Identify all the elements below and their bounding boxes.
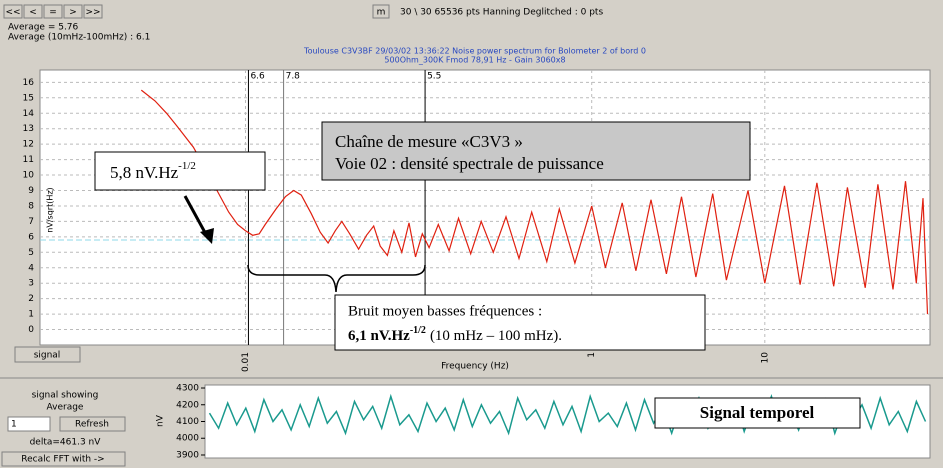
y-tick-label: 8: [28, 201, 34, 211]
x-tick-label: 1: [587, 352, 597, 358]
y-tick-label: 3900: [176, 450, 199, 460]
x-axis-label: Frequency (Hz): [441, 362, 509, 372]
chain-line1: Chaîne de mesure «C3V3 »: [335, 132, 523, 151]
average-band: Average (10mHz-100mHz) : 6.1: [8, 33, 150, 43]
signal-box: [654, 397, 861, 429]
y-tick-label: 5: [28, 248, 34, 258]
y-tick-label: 4: [28, 263, 34, 273]
noise-range: (10 mHz – 100 mHz).: [430, 328, 562, 344]
spectrum-line: [140, 89, 929, 315]
mode: Average: [47, 403, 84, 413]
y-tick-label: 15: [23, 93, 34, 103]
nav-button[interactable]: [83, 4, 103, 19]
signal-button-label[interactable]: signal: [34, 351, 61, 361]
brace: [247, 264, 426, 293]
refresh-label[interactable]: Refresh: [75, 420, 109, 430]
average: Average = 5.76: [8, 23, 79, 33]
y-tick-label: 11: [23, 155, 34, 165]
noise-sup: -1/2: [410, 325, 426, 336]
x-tick-label: 10: [760, 352, 770, 364]
nav-button[interactable]: [3, 4, 23, 19]
cursor-label: 5.5: [427, 72, 441, 82]
noise-line2: 6,1 nV.Hz-1/2 (10 mHz – 100 mHz).: [348, 325, 562, 344]
chain-box: [321, 121, 751, 181]
level-value: 5,8 nV.Hz: [110, 163, 179, 182]
showing: signal showing: [32, 391, 99, 401]
signal-button[interactable]: [14, 346, 81, 363]
nav-button[interactable]: [23, 4, 43, 19]
y-tick-label: 1: [28, 310, 34, 320]
chart-subtitle: 500Ohm_300K Fmod 78,91 Hz - Gain 3060x8: [384, 56, 565, 65]
y-tick-label: 4000: [176, 434, 199, 444]
chart-title: Toulouse C3V3BF 29/03/02 13:36:22 Noise …: [303, 47, 646, 56]
y-tick-label: 4200: [176, 400, 199, 410]
y-tick-label: 13: [23, 124, 34, 134]
m-button-label[interactable]: m: [377, 8, 386, 18]
delta: delta=461.3 nV: [30, 438, 102, 448]
nav-button[interactable]: [63, 4, 83, 19]
level-text: 5,8 nV.Hz-1/2: [110, 160, 196, 182]
y-tick-label: 7: [28, 217, 34, 227]
toolbar: << < = > >> m: [3, 4, 390, 19]
y-tick-label: 16: [23, 78, 35, 88]
y-tick-label: 3: [28, 279, 34, 289]
m-button[interactable]: [372, 4, 390, 19]
input[interactable]: [7, 416, 51, 432]
input-value[interactable]: 1: [11, 420, 17, 430]
y-tick-label: 12: [23, 140, 34, 150]
noise-value: 6,1 nV.Hz: [348, 328, 410, 344]
recalc-label[interactable]: Recalc FFT with ->: [21, 455, 104, 465]
y-tick-label: 9: [28, 186, 34, 196]
signal-y-label: nV: [156, 414, 166, 427]
recalc-button[interactable]: [1, 451, 126, 467]
y-tick-label: 6: [28, 232, 34, 242]
refresh-button[interactable]: [59, 416, 126, 432]
cursor-label: 6.6: [250, 72, 265, 82]
noise-line1: Bruit moyen basses fréquences :: [348, 303, 542, 319]
level-box: [94, 151, 266, 191]
chain-line2: Voie 02 : densité spectrale de puissance: [335, 154, 604, 173]
x-tick-label: 0.01: [241, 352, 251, 372]
arrow-head: [200, 228, 214, 244]
nav-button-label[interactable]: <<: [5, 8, 20, 18]
y-tick-label: 10: [23, 171, 35, 181]
y-tick-label: 4300: [176, 384, 199, 394]
signal-box-text: Signal temporel: [700, 403, 815, 422]
nav-button-label[interactable]: >: [69, 8, 77, 18]
y-tick-label: 0: [28, 325, 34, 335]
nav-button-label[interactable]: >>: [85, 8, 100, 18]
y-tick-label: 4100: [176, 417, 199, 427]
y-axis-label: nV/sqrt(Hz): [46, 187, 55, 232]
nav-button[interactable]: [43, 4, 63, 19]
nav-button-label[interactable]: =: [49, 8, 57, 18]
y-tick-label: 2: [28, 294, 34, 304]
status: 30 \ 30 65536 pts Hanning Deglitched : 0…: [400, 8, 603, 18]
noise-box: [334, 294, 706, 351]
level-sup: -1/2: [178, 160, 196, 172]
y-tick-label: 14: [23, 109, 35, 119]
cursor-label: 7.8: [286, 72, 301, 82]
nav-button-label[interactable]: <: [29, 8, 37, 18]
